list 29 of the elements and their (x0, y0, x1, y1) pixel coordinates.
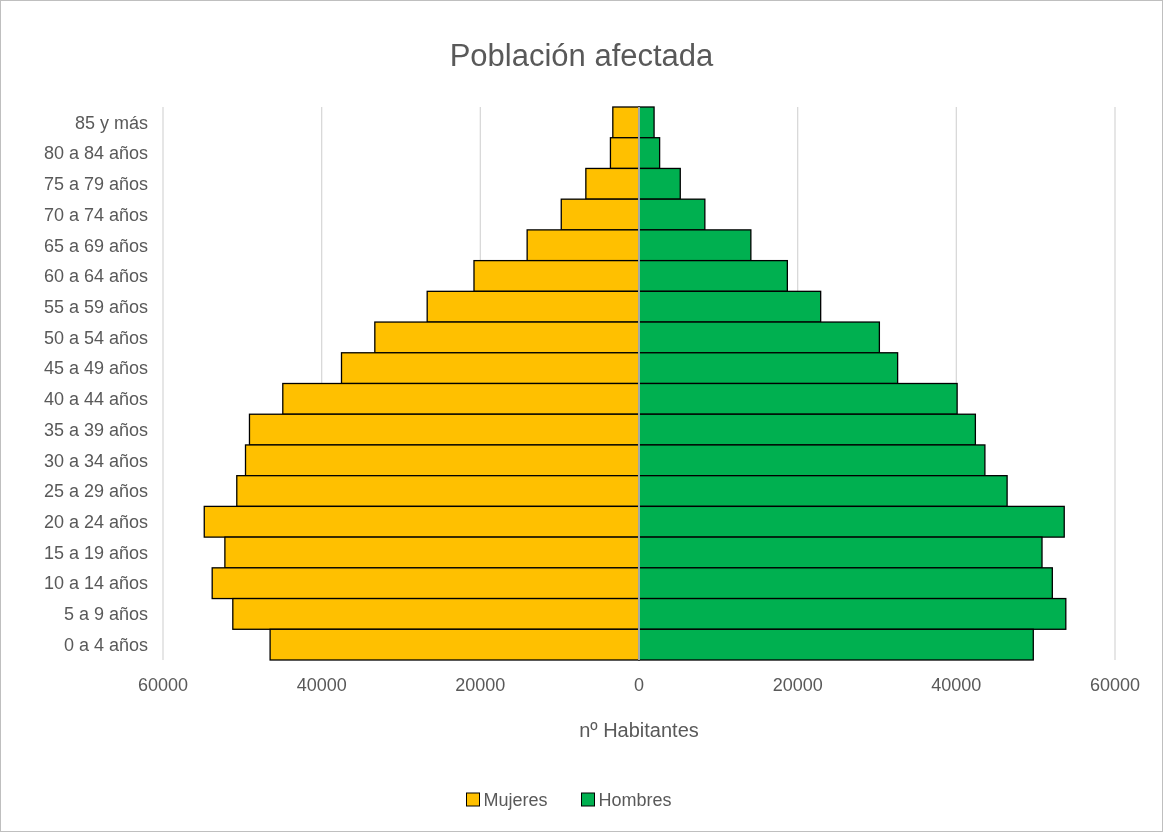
y-tick-label: 35 a 39 años (43, 419, 148, 440)
y-tick-label: 30 a 34 años (43, 450, 148, 471)
y-tick-label: 55 a 59 años (43, 296, 148, 317)
y-tick-label: 85 y más (74, 112, 148, 133)
chart-title: Población afectada (449, 38, 715, 73)
y-tick-label: 15 a 19 años (43, 542, 148, 563)
y-tick-label: 10 a 14 años (43, 573, 148, 594)
y-tick-label: 75 a 79 años (43, 174, 148, 195)
y-tick-label: 45 a 49 años (43, 358, 148, 379)
x-tick-label: 60000 (137, 675, 189, 695)
y-tick-label: 40 a 44 años (43, 389, 148, 410)
y-tick-label: 60 a 64 años (43, 266, 148, 287)
y-tick-label: 20 a 24 años (43, 512, 148, 533)
y-tick-label: 65 a 69 años (43, 235, 148, 256)
x-tick-label: 20000 (772, 675, 823, 695)
legend-label: Hombres (598, 790, 672, 811)
x-tick-label: 20000 (455, 675, 506, 695)
y-tick-label: 50 a 54 años (43, 327, 148, 348)
y-tick-label: 25 a 29 años (43, 481, 148, 502)
legend-label: Mujeres (483, 790, 548, 811)
y-tick-label: 0 a 4 años (63, 634, 148, 655)
x-tick-label: 40000 (296, 675, 347, 695)
x-axis-title: nº Habitantes (579, 719, 699, 741)
x-tick-label: 40000 (931, 675, 982, 695)
x-tick-label: 0 (633, 675, 645, 695)
y-tick-label: 5 a 9 años (63, 604, 148, 625)
y-tick-label: 80 a 84 años (43, 143, 148, 164)
y-tick-label: 70 a 74 años (43, 204, 148, 225)
x-tick-label: 60000 (1089, 675, 1141, 695)
